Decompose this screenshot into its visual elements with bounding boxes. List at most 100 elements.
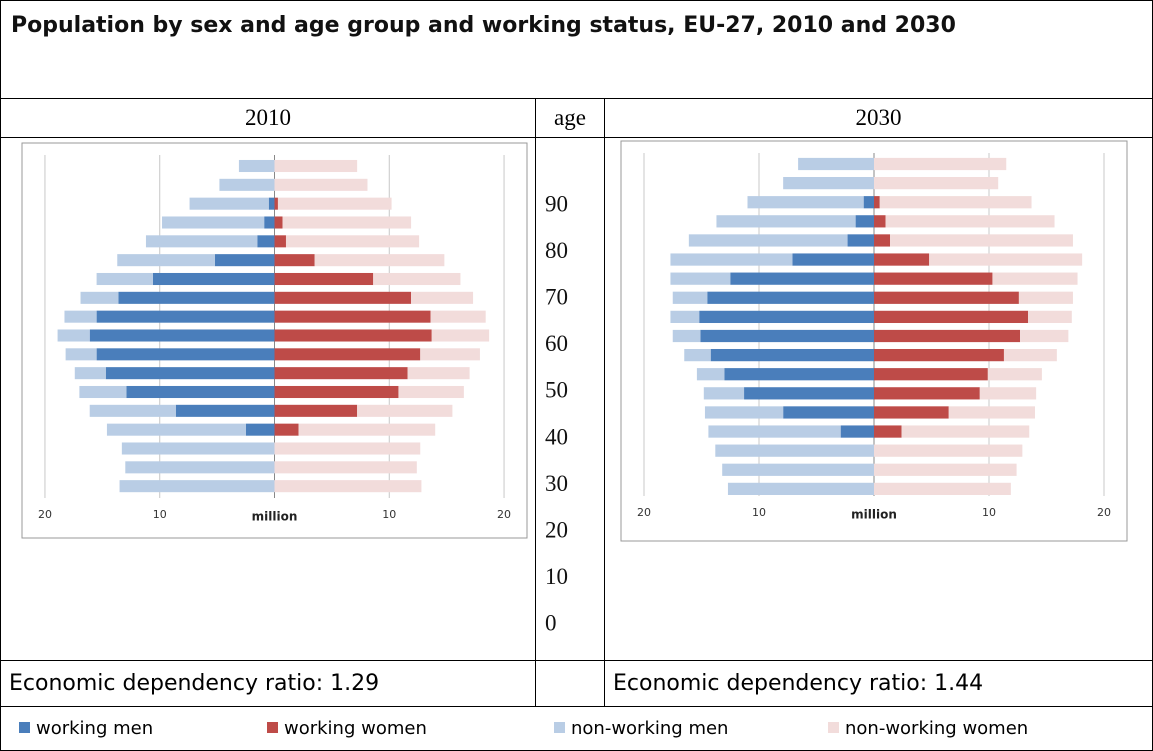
- bar: [874, 482, 1011, 496]
- bar: [245, 423, 275, 436]
- bar: [274, 235, 286, 248]
- bar: [274, 404, 358, 417]
- bar: [152, 272, 275, 286]
- bar: [855, 215, 874, 228]
- bar: [298, 423, 436, 436]
- bar: [430, 310, 486, 323]
- legend-item: non-working women: [828, 718, 1028, 739]
- bar: [708, 425, 841, 438]
- bar: [744, 387, 874, 400]
- bar: [64, 310, 97, 323]
- bar: [699, 310, 874, 324]
- bar: [863, 196, 874, 209]
- bar: [274, 216, 283, 229]
- bar: [117, 254, 215, 267]
- bar: [257, 235, 275, 248]
- bar: [840, 425, 874, 438]
- bar: [420, 348, 480, 361]
- bar: [874, 406, 949, 419]
- bar: [189, 197, 269, 210]
- bar: [125, 461, 275, 474]
- bar: [874, 215, 886, 228]
- legend-label: non-working women: [845, 718, 1029, 739]
- bar: [672, 291, 708, 304]
- bar: [688, 234, 848, 247]
- age-label: 40: [545, 424, 568, 449]
- bar: [119, 480, 275, 493]
- bar: [901, 425, 1030, 438]
- age-label: 50: [545, 378, 568, 403]
- bar: [670, 272, 731, 285]
- bar: [274, 480, 422, 493]
- bar: [730, 272, 874, 285]
- age-label: 60: [545, 331, 568, 356]
- bar: [700, 329, 874, 343]
- column-header: age: [535, 98, 605, 138]
- legend-label: working women: [284, 718, 427, 739]
- bar: [874, 348, 1004, 362]
- legend-swatch: [19, 722, 30, 733]
- bar: [314, 254, 445, 267]
- bar: [987, 368, 1042, 381]
- age-label: 80: [545, 238, 568, 263]
- x-axis-label: million: [851, 508, 897, 522]
- bar: [874, 425, 902, 438]
- bar: [1018, 291, 1073, 304]
- bar: [707, 291, 874, 304]
- bar: [874, 196, 880, 209]
- x-tick-label: 10: [752, 506, 766, 519]
- bar: [106, 423, 246, 436]
- bar: [373, 272, 461, 286]
- bar: [715, 444, 874, 457]
- bar: [684, 348, 711, 362]
- bar: [783, 176, 874, 190]
- bar: [716, 215, 856, 228]
- bar: [282, 216, 412, 229]
- legend-item: working men: [19, 718, 153, 739]
- bar: [274, 254, 315, 267]
- bar: [704, 406, 784, 419]
- legend-swatch: [267, 722, 278, 733]
- bar: [57, 329, 90, 342]
- bar: [1020, 329, 1069, 343]
- x-tick-label: 20: [1097, 506, 1111, 519]
- bar: [268, 197, 275, 210]
- bar: [792, 253, 874, 266]
- x-tick-label: 20: [38, 508, 52, 521]
- bar: [89, 404, 176, 417]
- bar: [277, 197, 392, 210]
- age-label: 10: [545, 564, 568, 589]
- legend-item: non-working men: [554, 718, 728, 739]
- bar: [96, 310, 275, 323]
- x-tick-label: 20: [497, 508, 511, 521]
- bar: [274, 423, 299, 436]
- bar: [264, 216, 275, 229]
- bar: [874, 310, 1029, 324]
- bar: [96, 348, 275, 361]
- bar: [874, 329, 1021, 343]
- bar: [885, 215, 1055, 228]
- bar: [407, 367, 470, 380]
- ratio: Economic dependency ratio: 1.44: [604, 660, 1153, 707]
- bar: [874, 444, 1023, 457]
- x-tick-label: 10: [153, 508, 167, 521]
- bar: [874, 157, 1007, 171]
- bar: [874, 291, 1019, 304]
- bar: [874, 253, 930, 266]
- bar: [670, 253, 793, 266]
- bar: [274, 329, 432, 342]
- bar: [126, 385, 275, 399]
- bar: [74, 367, 106, 380]
- bar: [992, 272, 1078, 285]
- bar: [274, 159, 358, 173]
- x-tick-label: 10: [382, 508, 396, 521]
- x-tick-label: 10: [982, 506, 996, 519]
- bar: [79, 385, 127, 399]
- bar: [105, 367, 275, 380]
- bar: [214, 254, 275, 267]
- bar: [1003, 348, 1057, 362]
- bar: [398, 385, 464, 399]
- bar: [431, 329, 490, 342]
- bar: [722, 463, 874, 476]
